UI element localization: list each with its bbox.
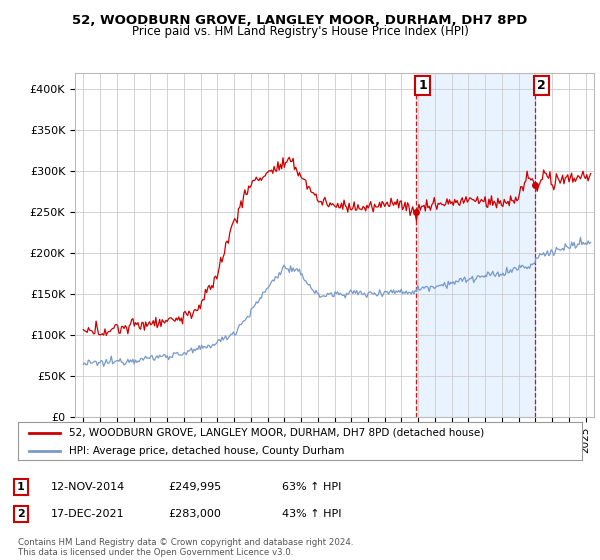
Text: 63% ↑ HPI: 63% ↑ HPI	[282, 482, 341, 492]
Text: 43% ↑ HPI: 43% ↑ HPI	[282, 509, 341, 519]
Text: £283,000: £283,000	[168, 509, 221, 519]
Text: 17-DEC-2021: 17-DEC-2021	[51, 509, 125, 519]
Text: £249,995: £249,995	[168, 482, 221, 492]
Text: HPI: Average price, detached house, County Durham: HPI: Average price, detached house, Coun…	[69, 446, 344, 456]
Text: Contains HM Land Registry data © Crown copyright and database right 2024.
This d: Contains HM Land Registry data © Crown c…	[18, 538, 353, 557]
Text: 52, WOODBURN GROVE, LANGLEY MOOR, DURHAM, DH7 8PD: 52, WOODBURN GROVE, LANGLEY MOOR, DURHAM…	[73, 14, 527, 27]
Text: Price paid vs. HM Land Registry's House Price Index (HPI): Price paid vs. HM Land Registry's House …	[131, 25, 469, 38]
Bar	[416, 73, 535, 417]
Text: 1: 1	[419, 79, 427, 92]
Text: 2: 2	[537, 79, 546, 92]
Text: 12-NOV-2014: 12-NOV-2014	[51, 482, 125, 492]
Text: 2: 2	[17, 509, 25, 519]
Text: 1: 1	[17, 482, 25, 492]
Text: 52, WOODBURN GROVE, LANGLEY MOOR, DURHAM, DH7 8PD (detached house): 52, WOODBURN GROVE, LANGLEY MOOR, DURHAM…	[69, 428, 484, 438]
